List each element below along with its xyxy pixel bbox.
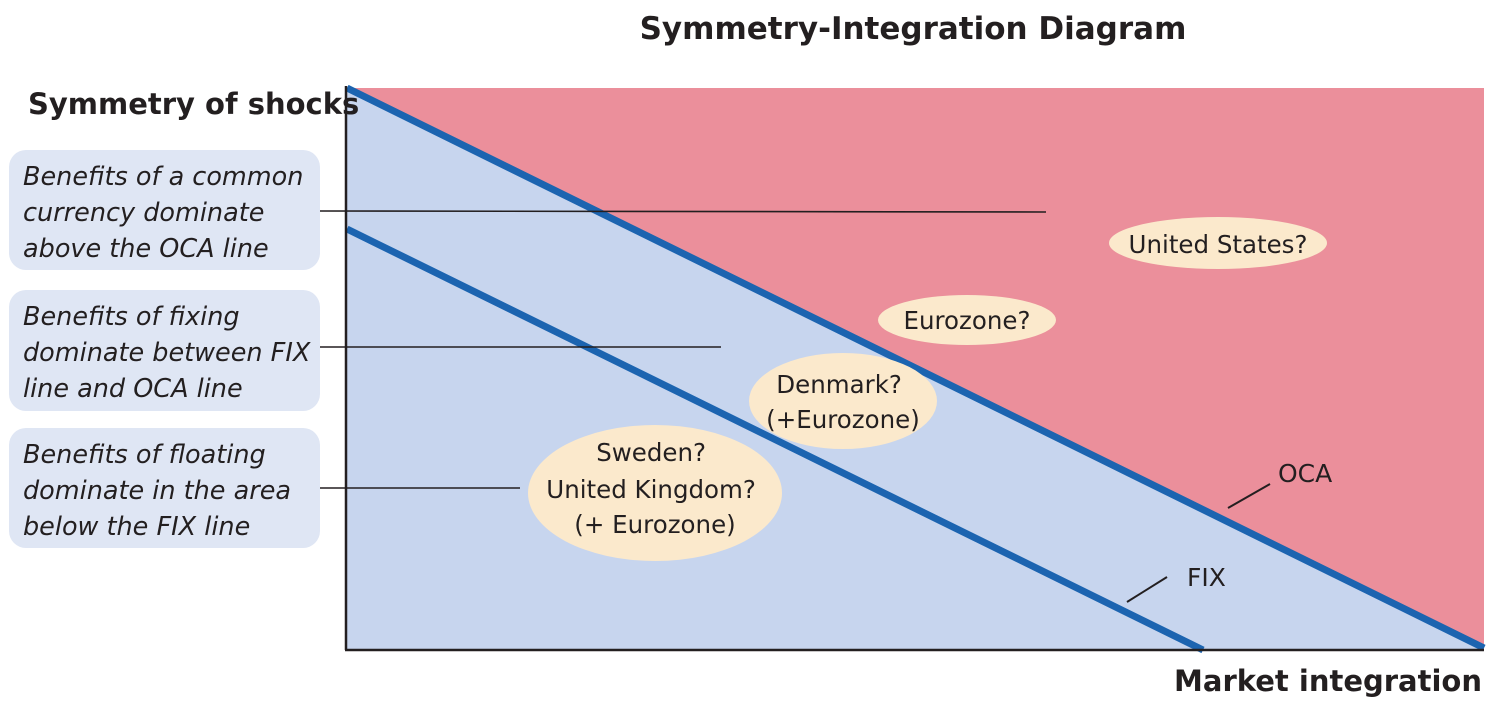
explanation-box-bg	[9, 290, 320, 411]
svg-text:Sweden? United Kingdom?: Sweden? United Kingdom? (+ Eurozone)	[546, 438, 763, 539]
bubble-text: Denmark?	[776, 370, 902, 399]
explanation-box-fixing: Benefits of fixing dominate between FIX …	[9, 290, 721, 411]
oca-line	[345, 84, 1486, 652]
oca-line-label: OCA	[1278, 459, 1332, 488]
bubble-text: United Kingdom?	[546, 475, 756, 504]
country-bubble-denmark: Denmark? (+Eurozone)	[749, 353, 937, 449]
bubble-bg	[1109, 217, 1327, 269]
svg-text:Eurozone?: Eurozone?	[904, 306, 1031, 335]
diagram-title: Symmetry-Integration Diagram	[640, 11, 1187, 47]
bubble-bg	[749, 353, 937, 449]
fix-line-label: FIX	[1187, 563, 1226, 592]
explanation-text: below the FIX line	[23, 512, 250, 542]
country-bubble-united-states: United States?	[1109, 217, 1327, 269]
bubble-text: (+Eurozone)	[766, 405, 920, 434]
country-bubble-eurozone: Eurozone?	[878, 295, 1056, 345]
explanation-text: Benefits of fixing	[23, 302, 240, 332]
y-axis-label: Symmetry of shocks	[28, 87, 359, 121]
explanation-text: Benefits of a common	[23, 162, 303, 192]
pointer-line-common-currency	[319, 210, 1047, 213]
explanation-box-bg	[9, 428, 320, 548]
bubble-bg	[528, 425, 782, 561]
explanation-text: line and OCA line	[23, 374, 243, 404]
explanation-box-bg	[9, 150, 320, 270]
svg-text:Benefits of a common cur: Benefits of a common currency dominate a…	[23, 162, 312, 264]
explanation-box-common-currency: Benefits of a common currency dominate a…	[9, 150, 1047, 270]
explanation-box-floating: Benefits of floating dominate in the are…	[9, 428, 520, 548]
svg-text:United States?: United States?	[1129, 230, 1308, 259]
country-bubble-sweden-uk: Sweden? United Kingdom? (+ Eurozone)	[528, 425, 782, 561]
bubble-text: Eurozone?	[904, 306, 1031, 335]
bubble-text: Sweden?	[596, 438, 706, 467]
explanation-text: above the OCA line	[23, 234, 269, 264]
svg-text:Benefits of floating dom: Benefits of floating dominate in the are…	[23, 440, 299, 542]
explanation-text: dominate between FIX	[23, 338, 311, 368]
bubble-text: (+ Eurozone)	[574, 510, 735, 539]
svg-text:Denmark? (+Eurozone): Denmark? (+Eurozone)	[766, 370, 920, 434]
bubble-text: United States?	[1129, 230, 1308, 259]
x-axis-label: Market integration	[1174, 664, 1482, 698]
oca-label-leader	[1227, 483, 1271, 509]
explanation-text: dominate in the area	[23, 476, 291, 506]
explanation-text: Benefits of floating	[23, 440, 266, 470]
fix-line	[345, 225, 1205, 654]
fix-label-leader	[1126, 576, 1168, 603]
bubble-bg	[878, 295, 1056, 345]
explanation-text: currency dominate	[23, 198, 264, 228]
svg-text:Benefits of fixing domin: Benefits of fixing dominate between FIX …	[23, 302, 318, 404]
